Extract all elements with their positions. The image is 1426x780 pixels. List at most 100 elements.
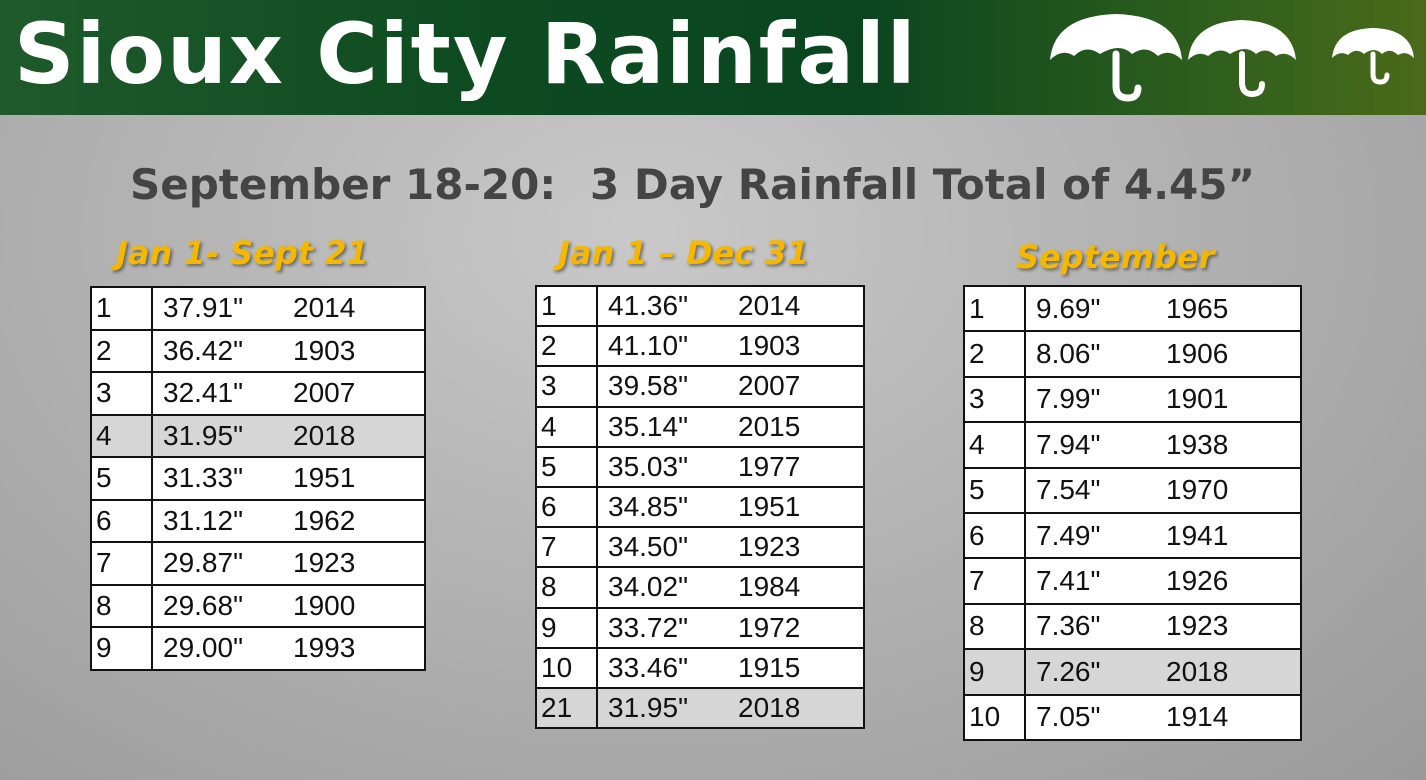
year-cell: 1915 <box>718 646 865 689</box>
rank-cell: 5 <box>535 445 598 488</box>
rank-cell: 6 <box>535 485 598 529</box>
header-banner: Sioux City Rainfall <box>0 0 1426 115</box>
table-row: 3 7.99" 1901 <box>963 375 1302 424</box>
table-row: 10 7.05" 1914 <box>963 693 1302 741</box>
table-row: 6 7.49" 1941 <box>963 511 1302 560</box>
year-cell: 1972 <box>718 606 865 649</box>
rainfall-cell: 7.26" <box>1025 648 1146 696</box>
year-cell: 1970 <box>1146 466 1302 514</box>
rainfall-cell: 36.42" <box>152 328 273 373</box>
rainfall-cell: 7.41" <box>1025 557 1146 605</box>
rank-table-jan-dec: 1 41.36" 2014 2 41.10" 1903 3 39.58" 2007 4 35.14"… <box>535 284 865 730</box>
year-cell: 1906 <box>1146 330 1302 378</box>
rank-cell: 8 <box>535 566 598 609</box>
rank-cell: 7 <box>90 541 153 586</box>
year-cell: 1951 <box>718 485 865 529</box>
table-row: 5 7.54" 1970 <box>963 466 1302 514</box>
rank-cell: 2 <box>963 330 1026 378</box>
table-row: 7 34.50" 1923 <box>535 526 865 569</box>
rank-cell: 21 <box>535 686 598 730</box>
table-row: 2 8.06" 1906 <box>963 330 1302 378</box>
table-row: 7 29.87" 1923 <box>90 541 426 586</box>
year-cell: 2018 <box>1146 648 1302 696</box>
year-cell: 2014 <box>718 284 865 328</box>
rank-cell: 7 <box>963 557 1026 605</box>
rainfall-cell: 33.72" <box>597 606 718 649</box>
rainfall-cell: 35.03" <box>597 445 718 488</box>
year-cell: 2018 <box>273 413 426 458</box>
table-row: 8 34.02" 1984 <box>535 566 865 609</box>
rainfall-cell: 31.95" <box>152 413 273 458</box>
table-title-jan-dec: Jan 1 – Dec 31 <box>558 234 809 272</box>
page-title: Sioux City Rainfall <box>14 5 918 103</box>
table-row: 5 31.33" 1951 <box>90 456 426 501</box>
table-row: 3 39.58" 2007 <box>535 365 865 408</box>
rank-cell: 5 <box>963 466 1026 514</box>
table-row: 21 31.95" 2018 <box>535 686 865 730</box>
umbrella-icon <box>1050 14 1182 102</box>
year-cell: 1903 <box>273 328 426 373</box>
rank-cell: 10 <box>963 693 1026 741</box>
rainfall-cell: 34.02" <box>597 566 718 609</box>
rainfall-cell: 31.33" <box>152 456 273 501</box>
rainfall-cell: 41.36" <box>597 284 718 328</box>
rainfall-cell: 32.41" <box>152 371 273 416</box>
rank-cell: 6 <box>963 511 1026 560</box>
table-row: 7 7.41" 1926 <box>963 557 1302 605</box>
rank-cell: 8 <box>90 583 153 628</box>
umbrella-icon <box>1188 20 1296 98</box>
rank-cell: 3 <box>535 365 598 408</box>
rainfall-cell: 35.14" <box>597 405 718 448</box>
rainfall-cell: 8.06" <box>1025 330 1146 378</box>
year-cell: 1901 <box>1146 375 1302 424</box>
table-row: 8 7.36" 1923 <box>963 602 1302 651</box>
year-cell: 1941 <box>1146 511 1302 560</box>
rainfall-cell: 9.69" <box>1025 284 1146 333</box>
rainfall-cell: 31.95" <box>597 686 718 730</box>
subtitle-date: September 18-20: <box>130 160 557 209</box>
year-cell: 1926 <box>1146 557 1302 605</box>
table-row: 9 33.72" 1972 <box>535 606 865 649</box>
table-row: 4 35.14" 2015 <box>535 405 865 448</box>
rainfall-cell: 7.36" <box>1025 602 1146 651</box>
rainfall-cell: 39.58" <box>597 365 718 408</box>
year-cell: 2007 <box>273 371 426 416</box>
table-row: 6 31.12" 1962 <box>90 498 426 543</box>
rank-cell: 7 <box>535 526 598 569</box>
rainfall-cell: 7.54" <box>1025 466 1146 514</box>
rank-cell: 3 <box>90 371 153 416</box>
rank-cell: 10 <box>535 646 598 689</box>
table-row: 9 7.26" 2018 <box>963 648 1302 696</box>
year-cell: 1965 <box>1146 284 1302 333</box>
rainfall-cell: 7.99" <box>1025 375 1146 424</box>
year-cell: 1962 <box>273 498 426 543</box>
table-row: 5 35.03" 1977 <box>535 445 865 488</box>
rank-cell: 1 <box>963 284 1026 333</box>
year-cell: 1984 <box>718 566 865 609</box>
year-cell: 1914 <box>1146 693 1302 741</box>
rank-cell: 2 <box>90 328 153 373</box>
rank-cell: 4 <box>90 413 153 458</box>
rainfall-cell: 7.05" <box>1025 693 1146 741</box>
year-cell: 1903 <box>718 325 865 368</box>
rank-cell: 4 <box>963 421 1026 469</box>
rainfall-cell: 41.10" <box>597 325 718 368</box>
year-cell: 2014 <box>273 286 426 331</box>
year-cell: 1993 <box>273 626 426 671</box>
rainfall-cell: 37.91" <box>152 286 273 331</box>
table-row: 6 34.85" 1951 <box>535 485 865 529</box>
rank-cell: 2 <box>535 325 598 368</box>
year-cell: 2015 <box>718 405 865 448</box>
rainfall-cell: 29.68" <box>152 583 273 628</box>
table-row: 1 41.36" 2014 <box>535 284 865 328</box>
rank-cell: 9 <box>535 606 598 649</box>
year-cell: 1938 <box>1146 421 1302 469</box>
rainfall-cell: 7.49" <box>1025 511 1146 560</box>
table-row: 1 9.69" 1965 <box>963 284 1302 333</box>
table-row: 4 7.94" 1938 <box>963 421 1302 469</box>
rank-cell: 1 <box>535 284 598 328</box>
year-cell: 1923 <box>718 526 865 569</box>
year-cell: 2007 <box>718 365 865 408</box>
rank-cell: 3 <box>963 375 1026 424</box>
table-row: 3 32.41" 2007 <box>90 371 426 416</box>
